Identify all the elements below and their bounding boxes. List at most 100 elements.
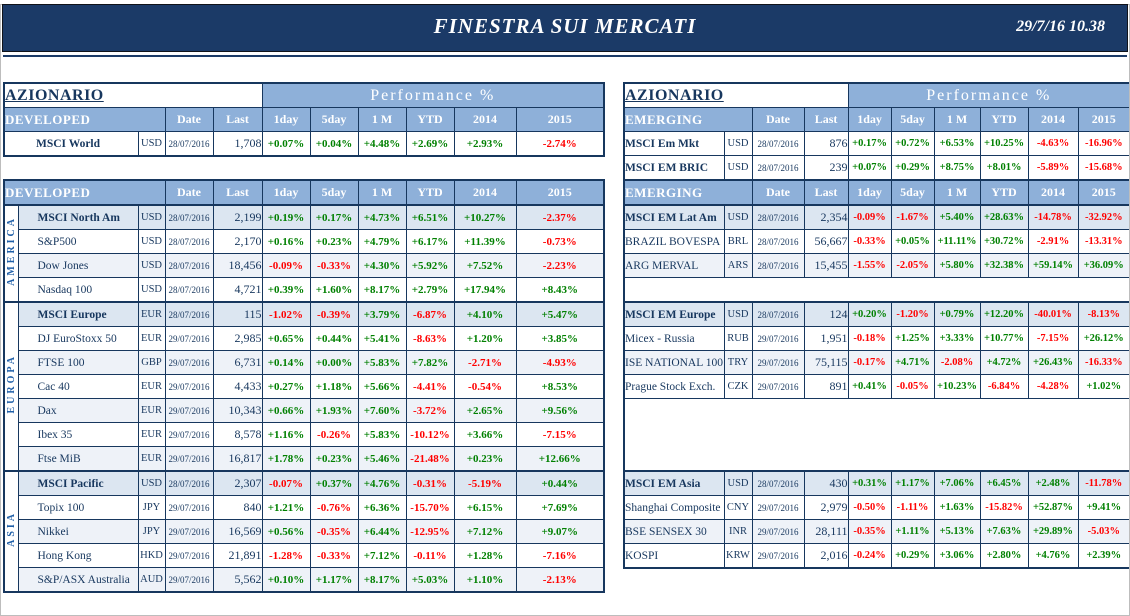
- perf-value: +2.93%: [453, 131, 517, 157]
- currency: GBP: [137, 350, 166, 375]
- perf-value: +28.63%: [979, 204, 1029, 230]
- developed-panel: AZIONARIO Performance % DEVELOPED Date Last 1…: [3, 82, 605, 593]
- perf-value: +0.39%: [261, 277, 311, 303]
- date: 29/07/2016: [164, 543, 214, 568]
- last-value: 1,708: [212, 131, 263, 157]
- table-row: MSCI World USD 28/07/2016 1,708 +0.07% +0.04%…: [3, 131, 605, 157]
- group-header: EMERGING: [623, 107, 753, 132]
- perf-value: -15.70%: [405, 495, 455, 520]
- perf-value: +0.44%: [309, 326, 359, 351]
- currency: EUR: [137, 301, 166, 327]
- blank-row: [623, 277, 1130, 303]
- perf-value: -3.72%: [405, 398, 455, 423]
- last-value: 840: [212, 495, 263, 520]
- emerging-panel: AZIONARIO Performance % EMERGING Date Last 1d…: [623, 82, 1130, 569]
- perf-value: +1.17%: [309, 567, 359, 593]
- column-header-1day: 1day: [847, 179, 892, 206]
- perf-value: +12.66%: [515, 446, 605, 472]
- perf-value: +0.66%: [261, 398, 311, 423]
- index-name: MSCI Em Mkt: [623, 131, 725, 156]
- last-value: 876: [803, 131, 849, 156]
- currency: EUR: [137, 374, 166, 399]
- date: 29/07/2016: [164, 326, 214, 351]
- column-header-2014: 2014: [453, 179, 517, 206]
- summary-table: AZIONARIO Performance % DEVELOPED Date Last 1…: [3, 82, 605, 157]
- column-header-1-m: 1 M: [357, 107, 407, 132]
- perf-value: -2.74%: [515, 131, 605, 157]
- date: 28/07/2016: [164, 470, 214, 496]
- date: 29/07/2016: [751, 374, 805, 399]
- currency: EUR: [137, 446, 166, 472]
- perf-value: +5.66%: [357, 374, 407, 399]
- last-value: 891: [803, 374, 849, 399]
- perf-value: +4.79%: [357, 229, 407, 254]
- column-header-1day: 1day: [261, 107, 311, 132]
- perf-value: -0.50%: [847, 495, 892, 520]
- date: 29/07/2016: [164, 350, 214, 375]
- date: 28/07/2016: [164, 277, 214, 303]
- table-row: Hong Kong HKD 29/07/2016 21,891 -1.28% -0.33%…: [4, 543, 605, 568]
- currency: USD: [137, 229, 166, 254]
- region-label: AMERICA: [5, 216, 17, 286]
- perf-value: +26.43%: [1027, 350, 1079, 375]
- region-cell: AMERICA: [3, 204, 19, 303]
- index-name: Nasdaq 100: [17, 277, 139, 303]
- last-value: 16,569: [212, 519, 263, 544]
- column-header-1day: 1day: [261, 179, 311, 206]
- index-name: KOSPI: [623, 543, 725, 569]
- column-header-2015: 2015: [515, 107, 605, 132]
- perf-value: +1.02%: [1077, 374, 1130, 399]
- index-name: MSCI North Am: [17, 204, 139, 230]
- summary-table: AZIONARIO Performance % EMERGING Date Last 1d…: [623, 82, 1130, 181]
- perf-value: +0.27%: [261, 374, 311, 399]
- date: 29/07/2016: [164, 495, 214, 520]
- perf-value: +0.05%: [890, 229, 935, 254]
- table-row: Ftse MiB EUR 29/07/2016 16,817 +1.78% +0.23% +…: [4, 446, 605, 472]
- date: 28/07/2016: [164, 131, 214, 157]
- perf-value: -0.18%: [847, 326, 892, 351]
- perf-value: -0.11%: [405, 543, 455, 568]
- index-name: Prague Stock Exch.: [623, 374, 725, 399]
- perf-value: +0.10%: [261, 567, 311, 593]
- perf-value: +0.56%: [261, 519, 311, 544]
- perf-value: +7.63%: [979, 519, 1029, 544]
- index-name: Hong Kong: [17, 543, 139, 568]
- perf-value: +7.06%: [933, 470, 981, 496]
- perf-value: +10.77%: [979, 326, 1029, 351]
- currency: USD: [137, 277, 166, 303]
- currency: EUR: [137, 326, 166, 351]
- banner-datetime: 29/7/16 10.38: [1016, 18, 1105, 35]
- perf-value: +11.11%: [933, 229, 981, 254]
- column-header-ytd: YTD: [979, 179, 1029, 206]
- index-name: Nikkei: [17, 519, 139, 544]
- perf-value: -14.78%: [1027, 204, 1079, 230]
- column-header-row: EMERGING Date Last 1day 5day 1 M YTD 2014 2015: [623, 107, 1130, 132]
- perf-value: +3.85%: [515, 326, 605, 351]
- currency: EUR: [137, 398, 166, 423]
- perf-value: +0.72%: [890, 131, 935, 156]
- perf-value: -0.33%: [309, 543, 359, 568]
- last-value: 2,985: [212, 326, 263, 351]
- last-value: 16,817: [212, 446, 263, 472]
- perf-value: +0.23%: [309, 229, 359, 254]
- perf-value: -0.54%: [453, 374, 517, 399]
- perf-value: +36.09%: [1077, 253, 1130, 278]
- perf-value: +7.12%: [357, 543, 407, 568]
- table-row: Dax EUR 29/07/2016 10,343 +0.66% +1.93% +7.60%…: [4, 398, 605, 423]
- perf-value: -2.37%: [515, 204, 605, 230]
- perf-value: -40.01%: [1027, 301, 1079, 327]
- currency: JPY: [137, 495, 166, 520]
- column-header-5day: 5day: [890, 107, 935, 132]
- column-header-date: Date: [164, 179, 214, 206]
- date: 29/07/2016: [751, 543, 805, 569]
- perf-value: -4.41%: [405, 374, 455, 399]
- table-row: ASIA MSCI Pacific USD 28/07/2016 2,307 -0.07%…: [3, 470, 605, 593]
- date: 29/07/2016: [751, 326, 805, 351]
- perf-value: -32.92%: [1077, 204, 1130, 230]
- perf-value: -0.76%: [309, 495, 359, 520]
- last-value: 4,433: [212, 374, 263, 399]
- perf-value: -0.33%: [847, 229, 892, 254]
- perf-value: +8.75%: [933, 155, 981, 181]
- perf-value: +2.79%: [405, 277, 455, 303]
- group-header: EMERGING: [623, 179, 753, 206]
